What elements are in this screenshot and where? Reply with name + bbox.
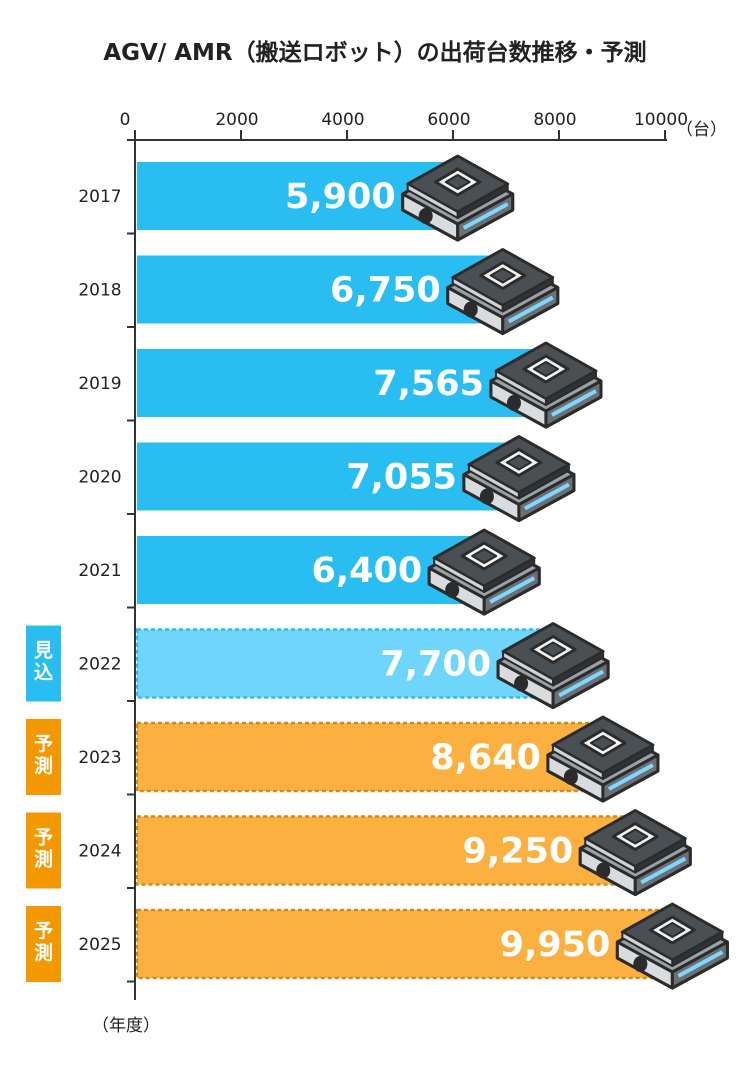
category-label-2018: 2018 — [78, 281, 121, 301]
bar-2021 — [137, 536, 475, 604]
value-label-2025: 9,950 — [500, 925, 611, 965]
category-label-2023: 2023 — [78, 748, 121, 768]
bar-2020 — [137, 442, 509, 511]
category-label-2022: 2022 — [78, 655, 121, 675]
bar-2019 — [137, 349, 536, 417]
value-label-2024: 9,250 — [463, 832, 574, 872]
x-axis-unit-label: （台） — [676, 120, 727, 140]
x-tick-label: 8000 — [533, 110, 576, 130]
category-label-2019: 2019 — [78, 374, 121, 394]
x-tick-label: 0 — [120, 110, 131, 130]
y-axis-unit-label: （年度） — [92, 1016, 160, 1036]
category-label-2020: 2020 — [78, 468, 121, 488]
x-tick-label: 10000 — [634, 110, 688, 130]
value-label-2022: 7,700 — [380, 645, 491, 685]
chart-title: AGV/ AMR（搬送ロボット）の出荷台数推移・予測 — [103, 39, 646, 66]
x-tick-label: 6000 — [427, 110, 470, 130]
status-badge-text: 予 — [34, 827, 53, 849]
status-badge-2025 — [26, 906, 61, 982]
bar-2023 — [135, 721, 595, 793]
category-label-2025: 2025 — [78, 935, 121, 955]
value-label-2020: 7,055 — [346, 458, 457, 498]
bar-2018 — [137, 255, 493, 324]
value-label-2019: 7,565 — [373, 364, 484, 404]
status-badge-2022 — [26, 625, 61, 702]
value-label-2018: 6,750 — [330, 271, 441, 311]
status-badge-text: 測 — [34, 848, 53, 871]
status-badge-text: 測 — [34, 941, 53, 964]
x-tick-label: 2000 — [215, 110, 258, 130]
bar-2022 — [135, 628, 545, 699]
bar-2024 — [135, 815, 627, 886]
category-label-2021: 2021 — [78, 561, 121, 581]
value-label-2021: 6,400 — [311, 551, 422, 591]
status-badge-text: 予 — [34, 733, 53, 755]
x-tick-label: 4000 — [321, 110, 364, 130]
status-badge-2023 — [26, 719, 61, 795]
bar-2025 — [135, 908, 664, 980]
status-badge-text: 測 — [34, 754, 53, 777]
value-label-2017: 5,900 — [285, 177, 396, 217]
bars-layer — [135, 162, 664, 980]
status-badge-text: 予 — [34, 920, 53, 942]
axis-layer: 0 2000 4000 6000 8000 10000 — [120, 110, 688, 1000]
status-badge-text: 見 — [34, 640, 53, 662]
status-badge-text: 込 — [34, 662, 53, 684]
bar-2017 — [137, 162, 448, 230]
labels-layer: 2017 5,900 2018 6,750 2019 7,565 2020 7,055 2021… — [26, 177, 610, 982]
value-label-2023: 8,640 — [430, 738, 541, 778]
status-badge-2024 — [26, 812, 61, 889]
category-label-2024: 2024 — [78, 842, 121, 862]
category-label-2017: 2017 — [78, 187, 121, 207]
